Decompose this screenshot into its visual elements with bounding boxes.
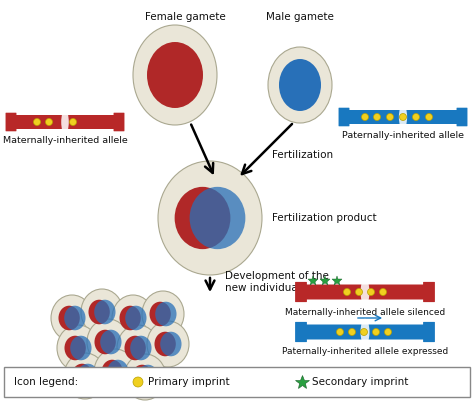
- Ellipse shape: [279, 59, 321, 111]
- FancyBboxPatch shape: [4, 367, 470, 397]
- Circle shape: [400, 113, 407, 120]
- Ellipse shape: [64, 306, 85, 330]
- Circle shape: [34, 119, 40, 126]
- Text: Fertilization: Fertilization: [272, 150, 333, 160]
- Ellipse shape: [57, 325, 99, 371]
- Ellipse shape: [149, 302, 171, 326]
- FancyBboxPatch shape: [114, 113, 125, 131]
- Text: Primary imprint: Primary imprint: [148, 377, 229, 387]
- Ellipse shape: [81, 289, 123, 335]
- Ellipse shape: [125, 306, 146, 330]
- FancyBboxPatch shape: [300, 284, 430, 300]
- Ellipse shape: [112, 295, 154, 341]
- Ellipse shape: [107, 360, 128, 384]
- Ellipse shape: [190, 187, 246, 249]
- Ellipse shape: [117, 325, 159, 371]
- Circle shape: [46, 119, 53, 126]
- Ellipse shape: [64, 353, 106, 399]
- Ellipse shape: [160, 332, 182, 356]
- Circle shape: [373, 328, 380, 336]
- Circle shape: [367, 288, 374, 296]
- FancyBboxPatch shape: [6, 113, 17, 131]
- Circle shape: [412, 113, 419, 120]
- Ellipse shape: [137, 365, 158, 389]
- Circle shape: [384, 328, 392, 336]
- Ellipse shape: [147, 42, 203, 108]
- Ellipse shape: [119, 306, 141, 330]
- Text: Development of the
new individual: Development of the new individual: [225, 271, 329, 293]
- Ellipse shape: [130, 336, 152, 360]
- Ellipse shape: [87, 319, 129, 365]
- FancyBboxPatch shape: [338, 108, 349, 126]
- Circle shape: [386, 113, 393, 120]
- Ellipse shape: [133, 25, 217, 125]
- FancyBboxPatch shape: [295, 282, 307, 302]
- Ellipse shape: [125, 336, 146, 360]
- Circle shape: [133, 377, 143, 387]
- Ellipse shape: [64, 336, 86, 360]
- Ellipse shape: [72, 364, 93, 388]
- Ellipse shape: [174, 187, 230, 249]
- Ellipse shape: [100, 330, 121, 354]
- Ellipse shape: [361, 319, 369, 345]
- Ellipse shape: [268, 47, 332, 123]
- Ellipse shape: [101, 360, 123, 384]
- Circle shape: [380, 288, 386, 296]
- Ellipse shape: [58, 306, 80, 330]
- Ellipse shape: [70, 336, 91, 360]
- Text: Maternally-inherited allele: Maternally-inherited allele: [3, 136, 128, 145]
- Ellipse shape: [155, 302, 176, 326]
- Ellipse shape: [361, 279, 369, 305]
- Circle shape: [374, 113, 381, 120]
- Circle shape: [70, 119, 76, 126]
- FancyBboxPatch shape: [343, 110, 464, 124]
- Text: Female gamete: Female gamete: [145, 12, 225, 22]
- FancyBboxPatch shape: [423, 282, 435, 302]
- Ellipse shape: [142, 291, 184, 337]
- Circle shape: [362, 113, 368, 120]
- FancyBboxPatch shape: [9, 115, 120, 129]
- Ellipse shape: [94, 330, 116, 354]
- FancyBboxPatch shape: [300, 324, 430, 340]
- Ellipse shape: [124, 354, 166, 400]
- Circle shape: [348, 328, 356, 336]
- Circle shape: [344, 288, 350, 296]
- Circle shape: [361, 328, 367, 336]
- Circle shape: [426, 113, 432, 120]
- Ellipse shape: [131, 365, 153, 389]
- FancyBboxPatch shape: [295, 322, 307, 342]
- FancyBboxPatch shape: [423, 322, 435, 342]
- Text: Paternally-inherited allele expressed: Paternally-inherited allele expressed: [282, 347, 448, 356]
- Ellipse shape: [158, 161, 262, 275]
- Ellipse shape: [155, 332, 176, 356]
- Text: Fertilization product: Fertilization product: [272, 213, 377, 223]
- Text: Secondary imprint: Secondary imprint: [312, 377, 409, 387]
- Text: Maternally-inherited allele silenced: Maternally-inherited allele silenced: [285, 308, 445, 317]
- Circle shape: [356, 288, 363, 296]
- Ellipse shape: [94, 300, 116, 324]
- Text: Paternally-inherited allele: Paternally-inherited allele: [342, 131, 464, 140]
- Circle shape: [337, 328, 344, 336]
- Ellipse shape: [147, 321, 189, 367]
- Ellipse shape: [77, 364, 99, 388]
- Ellipse shape: [94, 349, 136, 395]
- Ellipse shape: [89, 300, 110, 324]
- FancyBboxPatch shape: [456, 108, 467, 126]
- Ellipse shape: [399, 105, 407, 129]
- Text: Male gamete: Male gamete: [266, 12, 334, 22]
- Ellipse shape: [61, 110, 69, 134]
- Text: Icon legend:: Icon legend:: [14, 377, 78, 387]
- Ellipse shape: [51, 295, 93, 341]
